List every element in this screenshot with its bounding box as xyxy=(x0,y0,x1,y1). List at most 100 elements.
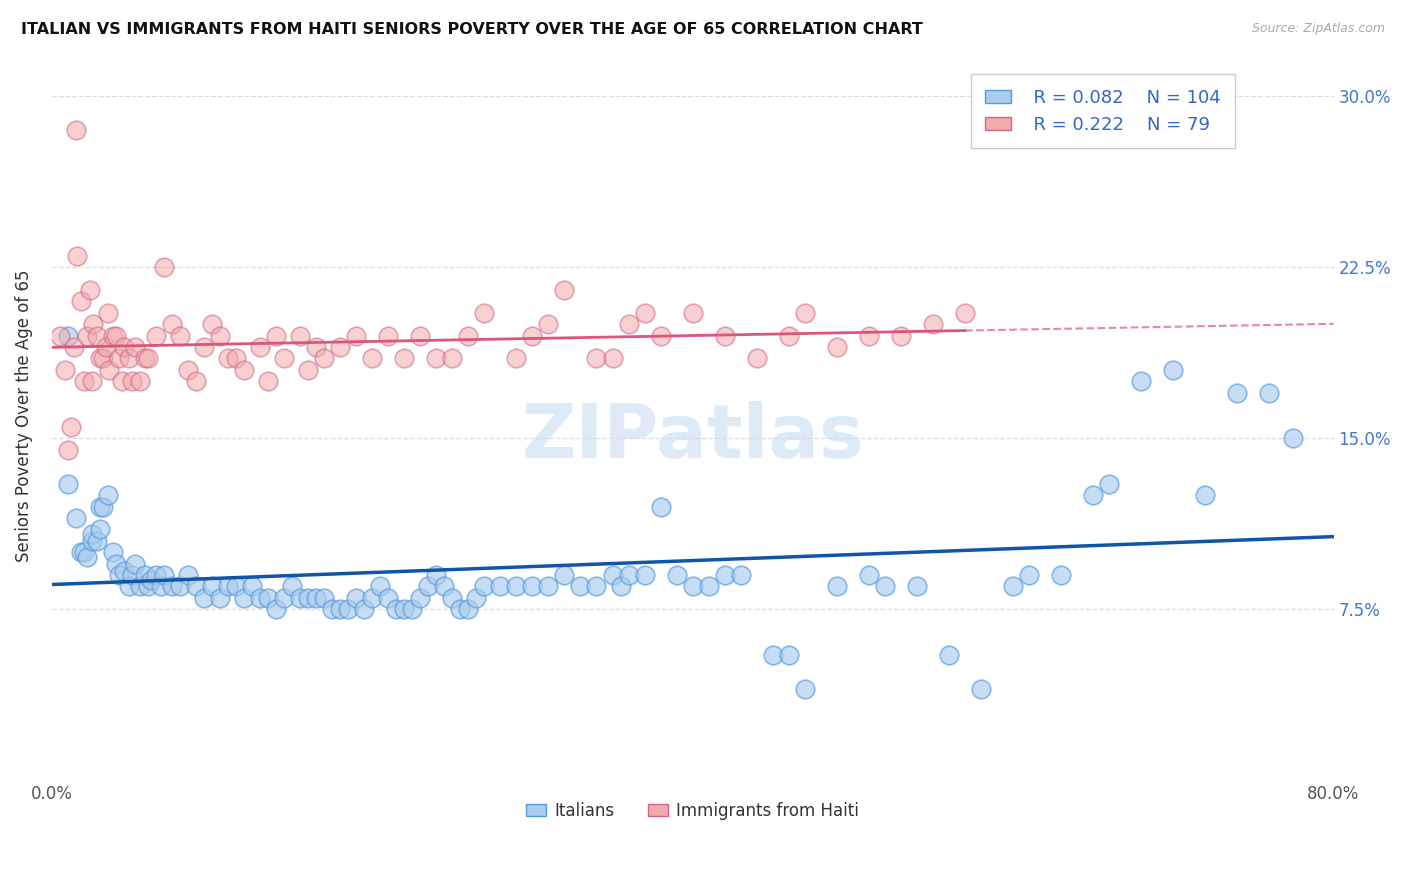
Point xyxy=(134,351,156,366)
Point xyxy=(139,573,162,587)
Point xyxy=(63,340,86,354)
Point xyxy=(104,328,127,343)
Point xyxy=(233,363,256,377)
Point xyxy=(264,328,287,343)
Point xyxy=(394,351,416,366)
Point xyxy=(59,420,82,434)
Point xyxy=(922,318,945,332)
Point xyxy=(273,351,295,366)
Point xyxy=(177,568,200,582)
Point xyxy=(617,318,640,332)
Point xyxy=(609,580,631,594)
Point xyxy=(858,328,880,343)
Point xyxy=(76,549,98,564)
Point xyxy=(108,351,131,366)
Point xyxy=(91,351,114,366)
Point xyxy=(425,568,447,582)
Point xyxy=(361,591,384,605)
Point xyxy=(329,602,352,616)
Point xyxy=(49,328,72,343)
Point xyxy=(825,580,848,594)
Point xyxy=(160,580,183,594)
Point xyxy=(145,568,167,582)
Point xyxy=(505,351,527,366)
Point xyxy=(86,328,108,343)
Point xyxy=(337,602,360,616)
Point xyxy=(273,591,295,605)
Point xyxy=(441,351,464,366)
Point xyxy=(89,351,111,366)
Point xyxy=(128,580,150,594)
Point xyxy=(305,340,328,354)
Point xyxy=(1258,385,1281,400)
Point xyxy=(112,340,135,354)
Point xyxy=(522,580,544,594)
Point xyxy=(56,442,79,457)
Text: Source: ZipAtlas.com: Source: ZipAtlas.com xyxy=(1251,22,1385,36)
Point xyxy=(537,580,560,594)
Point xyxy=(101,545,124,559)
Point xyxy=(288,591,311,605)
Point xyxy=(1282,431,1305,445)
Point xyxy=(585,351,607,366)
Point xyxy=(217,351,239,366)
Point xyxy=(149,580,172,594)
Point xyxy=(665,568,688,582)
Point xyxy=(377,328,399,343)
Point xyxy=(377,591,399,605)
Point xyxy=(409,328,432,343)
Point xyxy=(89,523,111,537)
Point xyxy=(762,648,785,662)
Point xyxy=(134,568,156,582)
Point xyxy=(858,568,880,582)
Point xyxy=(65,123,87,137)
Point xyxy=(697,580,720,594)
Point xyxy=(153,260,176,275)
Point xyxy=(101,328,124,343)
Point xyxy=(953,306,976,320)
Point xyxy=(257,374,280,388)
Point xyxy=(970,682,993,697)
Point xyxy=(124,340,146,354)
Point xyxy=(321,602,343,616)
Point xyxy=(1002,580,1025,594)
Point xyxy=(73,374,96,388)
Point xyxy=(82,318,104,332)
Point xyxy=(118,351,141,366)
Point xyxy=(425,351,447,366)
Point xyxy=(1130,374,1153,388)
Point xyxy=(472,306,495,320)
Point xyxy=(98,363,121,377)
Point xyxy=(409,591,432,605)
Point xyxy=(441,591,464,605)
Point xyxy=(489,580,512,594)
Point xyxy=(745,351,768,366)
Point xyxy=(73,545,96,559)
Point xyxy=(233,591,256,605)
Point xyxy=(217,580,239,594)
Point xyxy=(76,328,98,343)
Point xyxy=(193,340,215,354)
Point xyxy=(569,580,592,594)
Point xyxy=(177,363,200,377)
Point xyxy=(353,602,375,616)
Point xyxy=(91,500,114,514)
Legend: Italians, Immigrants from Haiti: Italians, Immigrants from Haiti xyxy=(519,796,866,827)
Point xyxy=(457,602,479,616)
Point xyxy=(225,351,247,366)
Point xyxy=(184,580,207,594)
Point xyxy=(249,591,271,605)
Point xyxy=(633,568,655,582)
Text: ZIPatlas: ZIPatlas xyxy=(522,401,863,474)
Point xyxy=(329,340,352,354)
Point xyxy=(124,557,146,571)
Point xyxy=(938,648,960,662)
Point xyxy=(537,318,560,332)
Y-axis label: Seniors Poverty Over the Age of 65: Seniors Poverty Over the Age of 65 xyxy=(15,269,32,562)
Point xyxy=(344,328,367,343)
Point xyxy=(682,580,704,594)
Point xyxy=(112,564,135,578)
Point xyxy=(86,533,108,548)
Point xyxy=(1050,568,1073,582)
Point xyxy=(457,328,479,343)
